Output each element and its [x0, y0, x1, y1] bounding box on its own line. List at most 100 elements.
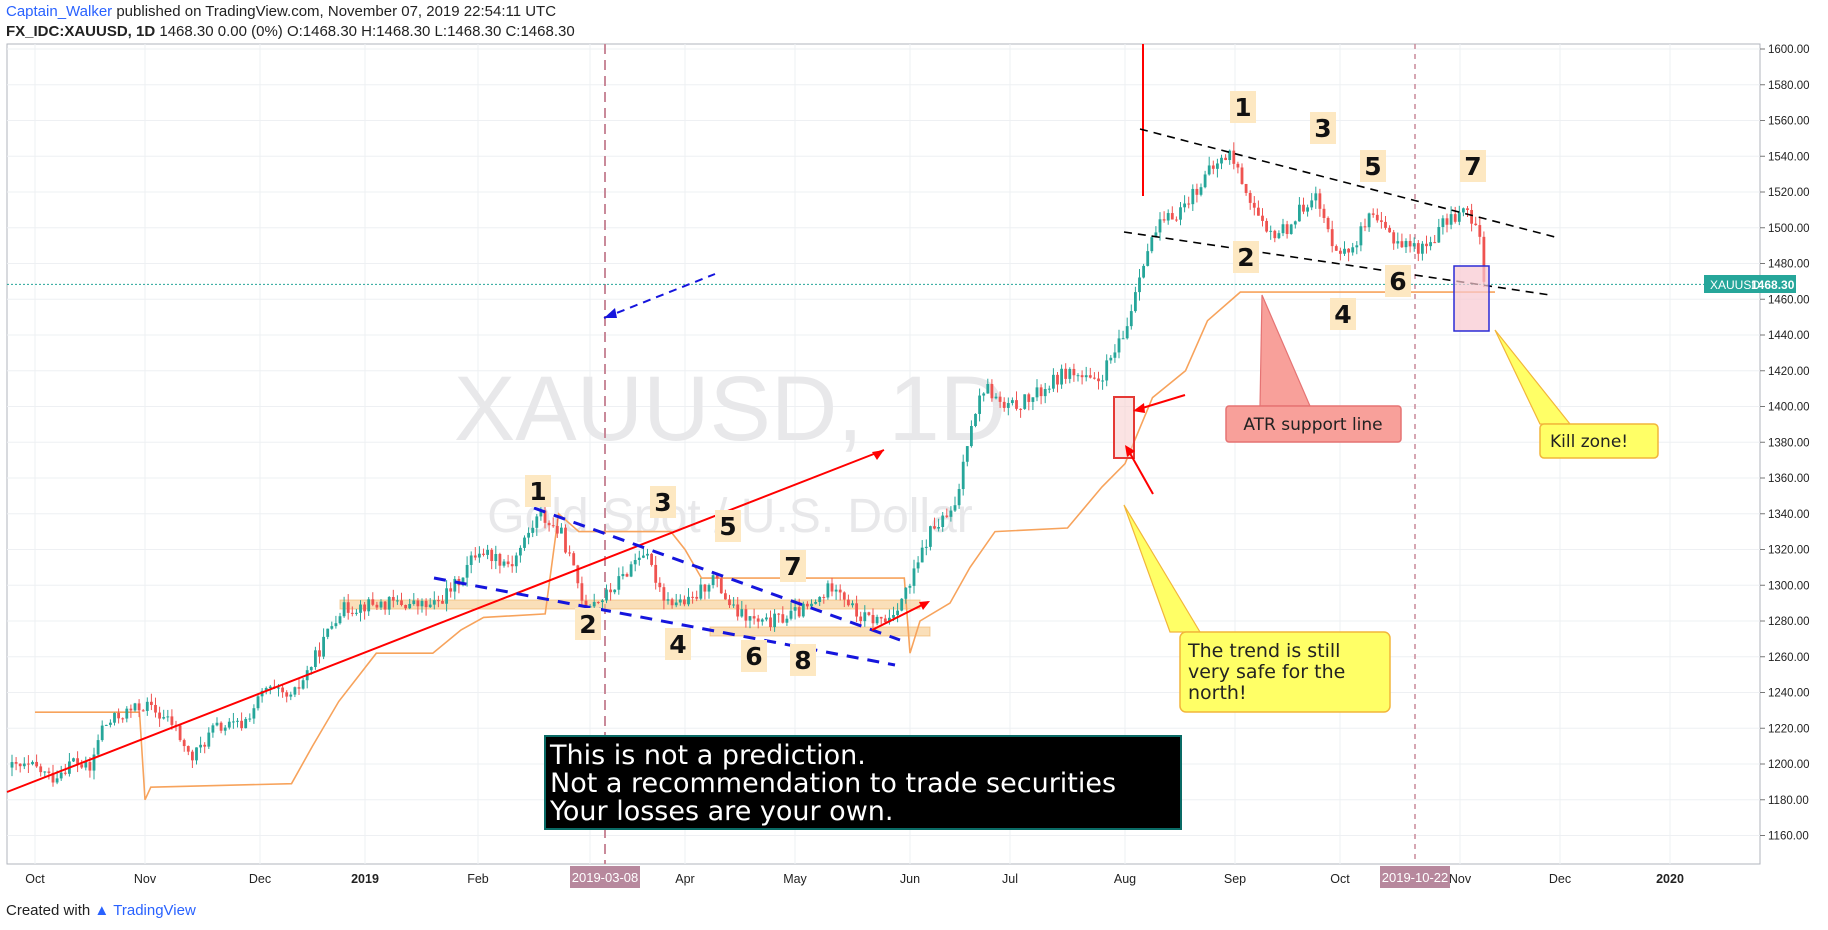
candle-body: [396, 600, 399, 602]
x-tick-label: Feb: [467, 872, 489, 886]
candle-body: [1404, 241, 1408, 248]
candle-body: [625, 574, 629, 577]
author-link[interactable]: Captain_Walker: [6, 3, 113, 20]
y-tick-label: 1180.00: [1768, 795, 1809, 807]
price-axis[interactable]: 1600.00 1580.00 1560.00 1540.00 1520.00 1500.…: [1760, 44, 1810, 843]
candle-body: [76, 758, 79, 765]
candle-body: [1388, 227, 1391, 233]
blue-projection-line: [603, 273, 716, 319]
candle-body: [400, 600, 403, 606]
candle-body: [137, 703, 141, 711]
candle-body: [252, 708, 256, 719]
candle-body: [605, 589, 608, 601]
candle-body: [924, 546, 928, 548]
candle-body: [949, 510, 953, 517]
candle-body: [469, 555, 473, 565]
candle-body: [338, 616, 342, 624]
tradingview-link[interactable]: TradingView: [113, 902, 196, 919]
candle-body: [461, 577, 465, 586]
black-channel-upper: [1139, 128, 1556, 238]
candle-body: [892, 614, 895, 618]
candle-body: [1023, 394, 1027, 409]
candle-body: [1027, 394, 1031, 402]
candle-body: [1396, 241, 1400, 244]
candle-body: [158, 712, 161, 719]
candle-body: [445, 588, 448, 604]
candle-body: [133, 703, 137, 711]
candle-body: [879, 616, 883, 619]
candle-body: [621, 574, 625, 577]
wave-left-4: 4: [669, 630, 686, 659]
candle-body: [334, 623, 338, 627]
candle-body: [1293, 221, 1297, 225]
candle-body: [1154, 232, 1158, 238]
candle-body: [1449, 214, 1453, 225]
candle-body: [1019, 408, 1022, 410]
symbol-label: FX_IDC:XAUUSD, 1D: [6, 23, 156, 40]
candle-body: [1211, 165, 1215, 169]
candle-body: [896, 610, 899, 615]
candle-body: [748, 616, 752, 621]
candle-body: [1437, 227, 1441, 243]
candle-body: [375, 604, 379, 608]
candle-body: [715, 575, 719, 579]
candle-body: [929, 526, 932, 547]
candle-body: [855, 603, 858, 617]
candle-body: [555, 525, 559, 534]
candle-body: [900, 598, 904, 611]
footer: Created with ▲ TradingView: [6, 902, 196, 919]
candle-body: [687, 596, 690, 605]
candle-body: [195, 747, 198, 761]
quote-line: FX_IDC:XAUUSD, 1D 1468.30 0.00 (0%) O:14…: [6, 22, 575, 42]
candle-body: [871, 614, 875, 624]
candle-body: [596, 602, 600, 604]
breakout-arrow-top-head: [1133, 403, 1145, 413]
candle-body: [478, 553, 481, 558]
candle-body: [1195, 188, 1199, 195]
wave-left-6: 6: [745, 642, 762, 671]
candle-body: [736, 604, 740, 617]
candle-body: [781, 614, 785, 623]
candle-body: [551, 525, 555, 527]
candle-body: [1421, 243, 1424, 254]
red-trend-line: [6, 449, 885, 793]
candle-body: [453, 578, 457, 592]
candle-body: [875, 616, 879, 624]
candle-body: [916, 562, 920, 569]
candle-body: [330, 626, 334, 629]
red-arrow-small-head: [919, 601, 930, 610]
price-tag-value: 1468.30: [1751, 278, 1795, 292]
candle-body: [961, 461, 965, 490]
candles: [10, 142, 1486, 787]
candle-body: [695, 596, 699, 599]
kill-callout-text: Kill zone!: [1550, 432, 1628, 452]
candle-body: [281, 687, 284, 693]
x-tick-label: 2019: [351, 872, 379, 886]
candle-body: [232, 721, 235, 723]
candle-body: [1363, 226, 1367, 228]
candle-body: [63, 772, 67, 774]
tradingview-logo-icon: ▲: [94, 902, 110, 919]
candle-body: [510, 564, 514, 567]
candle-body: [933, 526, 936, 529]
candle-body: [207, 732, 211, 747]
candle-body: [10, 762, 14, 768]
candle-body: [810, 603, 813, 607]
candle-body: [80, 764, 84, 768]
candle-body: [1236, 163, 1240, 168]
candle-body: [523, 537, 526, 548]
candle-body: [519, 547, 522, 556]
candle-body: [178, 725, 182, 741]
candle-body: [760, 619, 764, 622]
candle-body: [1134, 292, 1137, 312]
candle-body: [970, 426, 973, 447]
candle-body: [1035, 387, 1039, 398]
candle-body: [576, 565, 580, 584]
candle-body: [277, 687, 280, 689]
candle-body: [227, 721, 231, 728]
candle-body: [1080, 375, 1084, 378]
candle-body: [974, 413, 977, 427]
y-tick-label: 1380.00: [1768, 437, 1810, 449]
red-trend-arrowhead: [872, 450, 884, 460]
